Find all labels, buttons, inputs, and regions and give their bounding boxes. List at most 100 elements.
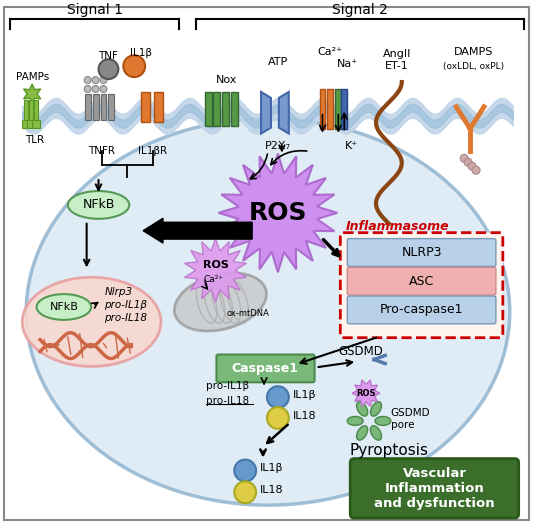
Text: IL1βR: IL1βR	[139, 146, 167, 157]
Bar	[24, 100, 28, 120]
Circle shape	[100, 86, 107, 92]
FancyBboxPatch shape	[348, 267, 496, 295]
Circle shape	[472, 167, 480, 174]
Ellipse shape	[357, 402, 368, 416]
Circle shape	[84, 86, 91, 92]
Text: Ca²⁺: Ca²⁺	[317, 48, 342, 57]
Bar	[214, 92, 221, 126]
Text: Signal 1: Signal 1	[67, 3, 123, 17]
Text: IL1β: IL1β	[293, 390, 316, 400]
Ellipse shape	[22, 277, 161, 366]
Text: ROS: ROS	[203, 260, 229, 270]
Ellipse shape	[348, 417, 363, 425]
Text: Pro-caspase1: Pro-caspase1	[380, 303, 463, 316]
Circle shape	[464, 158, 472, 167]
Circle shape	[92, 77, 99, 84]
Text: ROS: ROS	[249, 201, 307, 225]
Text: Nox: Nox	[216, 75, 237, 85]
Text: TNFR: TNFR	[88, 146, 115, 157]
Circle shape	[92, 86, 99, 92]
Bar	[22, 120, 30, 128]
Text: PAMPs: PAMPs	[15, 72, 49, 82]
Text: Caspase1: Caspase1	[231, 362, 298, 375]
FancyBboxPatch shape	[341, 233, 503, 338]
Circle shape	[84, 77, 91, 84]
FancyBboxPatch shape	[350, 459, 519, 518]
Text: P2X₇: P2X₇	[265, 141, 291, 151]
Ellipse shape	[37, 294, 91, 320]
Ellipse shape	[174, 273, 266, 331]
Bar	[141, 92, 150, 122]
Text: K⁺: K⁺	[345, 141, 358, 151]
Circle shape	[267, 386, 289, 408]
Text: Pyroptosis: Pyroptosis	[349, 443, 429, 458]
Text: IL18: IL18	[293, 411, 317, 421]
Circle shape	[235, 481, 256, 503]
Ellipse shape	[68, 191, 130, 219]
Circle shape	[235, 459, 256, 481]
Bar	[205, 92, 212, 126]
Circle shape	[267, 407, 289, 429]
Polygon shape	[23, 84, 41, 104]
FancyBboxPatch shape	[216, 354, 314, 382]
Ellipse shape	[357, 426, 368, 440]
Circle shape	[99, 60, 118, 79]
Text: Vascular
Inflammation
and dysfunction: Vascular Inflammation and dysfunction	[374, 467, 495, 510]
Bar	[85, 94, 91, 120]
Circle shape	[123, 55, 145, 77]
Ellipse shape	[370, 402, 382, 416]
Text: ASC: ASC	[409, 275, 434, 288]
Text: IL1β: IL1β	[130, 49, 152, 58]
Text: Na⁺: Na⁺	[337, 59, 358, 69]
Text: Signal 2: Signal 2	[332, 3, 387, 17]
Ellipse shape	[370, 426, 382, 440]
Circle shape	[100, 77, 107, 84]
Ellipse shape	[375, 417, 391, 425]
Bar	[335, 89, 341, 128]
Text: TLR: TLR	[25, 135, 44, 145]
Circle shape	[460, 155, 468, 162]
Bar	[93, 94, 99, 120]
Polygon shape	[279, 92, 289, 134]
Bar	[29, 100, 33, 120]
FancyBboxPatch shape	[348, 239, 496, 266]
Bar	[222, 92, 229, 126]
Bar	[101, 94, 107, 120]
Text: ET-1: ET-1	[385, 61, 409, 71]
Bar	[327, 89, 333, 128]
Text: (oxLDL, oxPL): (oxLDL, oxPL)	[442, 62, 504, 70]
FancyBboxPatch shape	[348, 296, 496, 324]
Text: pro-IL18: pro-IL18	[206, 396, 249, 406]
Text: Nlrp3: Nlrp3	[104, 287, 133, 297]
Text: NLRP3: NLRP3	[401, 246, 442, 259]
FancyArrow shape	[143, 218, 252, 243]
Text: pro-IL1β: pro-IL1β	[104, 300, 148, 310]
Text: ROS: ROS	[357, 389, 376, 398]
Text: pro-IL18: pro-IL18	[104, 313, 148, 323]
Text: ox-mtDNA: ox-mtDNA	[227, 310, 270, 318]
Polygon shape	[352, 380, 380, 407]
Text: pro-IL1β: pro-IL1β	[206, 381, 249, 392]
Text: GSDMD: GSDMD	[338, 345, 384, 358]
Polygon shape	[184, 239, 246, 302]
Text: TNF: TNF	[99, 51, 118, 61]
Text: Ca²⁺: Ca²⁺	[204, 275, 223, 284]
Text: Inflammasome: Inflammasome	[345, 220, 449, 233]
Polygon shape	[219, 153, 337, 272]
Bar	[154, 92, 163, 122]
Bar	[108, 94, 115, 120]
Text: DAMPS: DAMPS	[454, 48, 493, 57]
Bar	[319, 89, 326, 128]
Bar	[231, 92, 238, 126]
Text: AngII: AngII	[383, 49, 411, 60]
Text: NFkB: NFkB	[83, 198, 115, 211]
Text: IL1β: IL1β	[260, 464, 284, 473]
Text: GSDMD
pore: GSDMD pore	[391, 408, 431, 430]
Text: IL18: IL18	[260, 485, 284, 495]
Ellipse shape	[26, 118, 510, 505]
Bar	[34, 100, 38, 120]
Bar	[32, 120, 40, 128]
Text: ATP: ATP	[268, 57, 288, 67]
Bar	[341, 89, 348, 128]
Text: NFkB: NFkB	[50, 302, 78, 312]
